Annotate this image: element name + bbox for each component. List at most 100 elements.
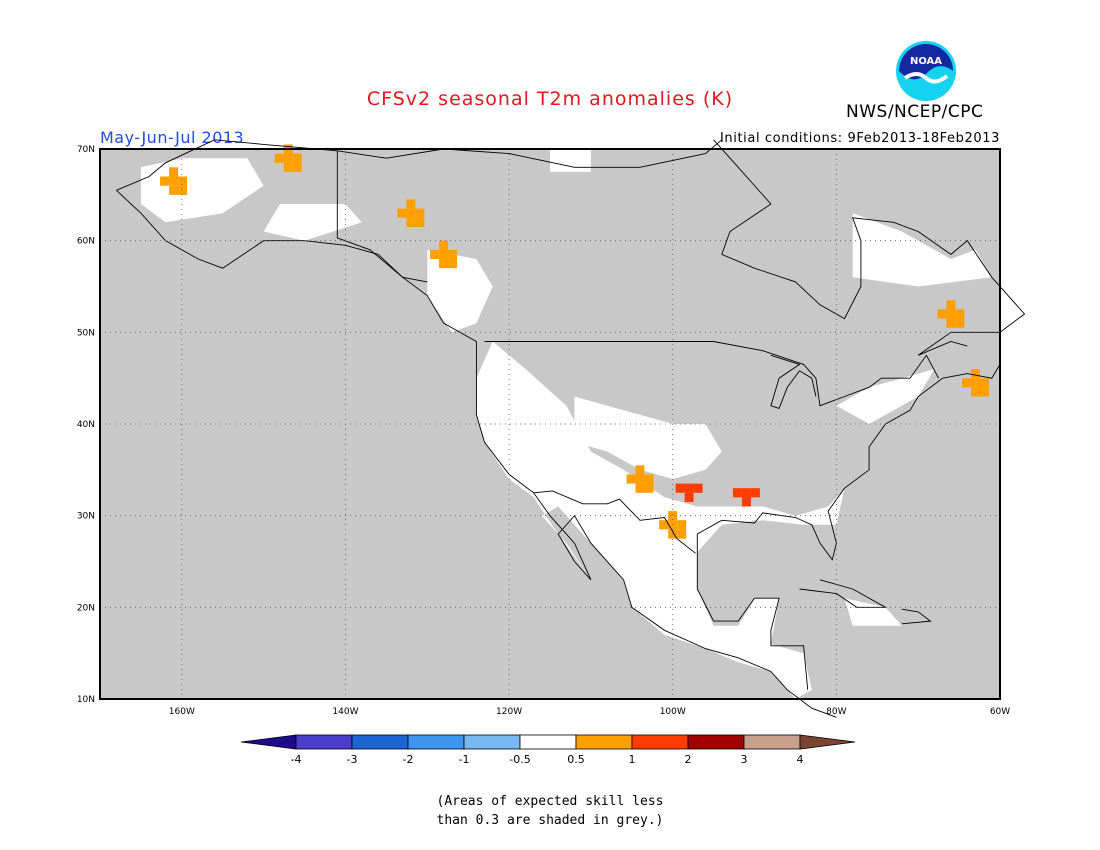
lon-tick-label: 160W xyxy=(169,707,195,717)
lat-tick-label: 70N xyxy=(77,145,95,155)
colorbar-segment xyxy=(295,734,353,750)
no-signal-area xyxy=(844,598,902,626)
lat-tick-label: 10N xyxy=(77,695,95,705)
lon-tick-label: 120W xyxy=(496,707,522,717)
colorbar-segment xyxy=(687,734,745,750)
anomaly-cell xyxy=(448,249,458,259)
lon-tick-labels: 160W 140W 120W 100W 80W 60W xyxy=(169,707,1010,717)
anomaly-cell xyxy=(635,474,645,484)
skill-note-line-2: than 0.3 are shaded in grey.) xyxy=(436,813,664,828)
colorbar-segment xyxy=(743,734,801,750)
anomaly-cell xyxy=(397,208,407,218)
colorbar-label: 2 xyxy=(685,753,692,766)
map-title: CFSv2 seasonal T2m anomalies (K) xyxy=(366,88,734,110)
skill-note-line-1: (Areas of expected skill less xyxy=(436,794,664,809)
anomaly-cell xyxy=(178,176,188,186)
anomaly-cell xyxy=(448,259,458,269)
coastline-segment xyxy=(484,341,939,407)
colorbar-segment xyxy=(407,734,465,750)
anomaly-cell xyxy=(292,162,302,172)
anomaly-cell xyxy=(675,483,685,493)
colorbar-label: -0.5 xyxy=(509,753,530,766)
colorbar-arrow-high xyxy=(799,734,856,750)
anomaly-cell xyxy=(644,483,654,493)
agency-label: NWS/NCEP/CPC xyxy=(846,102,984,122)
anomaly-cell xyxy=(971,387,980,397)
anomaly-cell xyxy=(741,488,751,498)
coastline-segment xyxy=(901,608,932,625)
anomaly-cell xyxy=(169,167,179,177)
colorbar: -4 -3 -2 -1 -0.5 0.5 1 2 3 4 xyxy=(240,734,856,766)
anomaly-cell xyxy=(283,153,293,163)
anomaly-cell xyxy=(439,259,449,269)
anomaly-cell xyxy=(406,208,416,218)
skill-note: (Areas of expected skill less than 0.3 a… xyxy=(0,792,1100,830)
coastline-segment xyxy=(696,552,809,690)
colorbar-label: 0.5 xyxy=(567,753,585,766)
anomaly-cell xyxy=(292,153,302,163)
lat-tick-label: 50N xyxy=(77,328,95,338)
anomaly-cell xyxy=(693,483,703,493)
anomaly-cell xyxy=(732,488,742,498)
anomaly-cell xyxy=(980,387,989,397)
colorbar-arrow-low xyxy=(240,734,297,750)
no-signal-area xyxy=(427,249,493,333)
colorbar-label: -1 xyxy=(459,753,470,766)
colorbar-label: -4 xyxy=(291,753,302,766)
coastline-segment xyxy=(336,150,428,283)
colorbar-label: 1 xyxy=(629,753,636,766)
coastline-segment xyxy=(696,364,1001,561)
lon-tick-label: 60W xyxy=(990,707,1010,717)
colorbar-segment xyxy=(631,734,689,750)
anomaly-cell xyxy=(684,492,694,502)
colorbar-label: -2 xyxy=(403,753,414,766)
coastline-segment xyxy=(713,139,1026,356)
anomaly-cell xyxy=(406,217,416,227)
coastline-segment xyxy=(533,490,696,554)
anomaly-cells xyxy=(160,144,989,539)
anomaly-cell xyxy=(677,529,687,539)
anomaly-cell xyxy=(946,300,956,310)
lat-tick-label: 40N xyxy=(77,420,95,430)
map-frame xyxy=(99,148,1001,700)
anomaly-cell xyxy=(635,465,645,475)
anomaly-cell xyxy=(659,520,669,530)
anomaly-cell xyxy=(955,318,965,328)
coastline-segment xyxy=(799,579,888,608)
anomaly-cell xyxy=(169,176,179,186)
anomaly-cell xyxy=(668,511,678,521)
anomaly-cell xyxy=(955,309,965,319)
lon-tick-label: 80W xyxy=(826,707,846,717)
colorbar-label: 3 xyxy=(741,753,748,766)
anomaly-cell xyxy=(635,483,645,493)
coastline-segment xyxy=(116,189,837,718)
anomaly-cell xyxy=(626,474,636,484)
lat-tick-label: 20N xyxy=(77,603,95,613)
anomaly-cell xyxy=(439,240,449,250)
colorbar-segment xyxy=(519,734,577,750)
anomaly-cell xyxy=(178,185,188,195)
season-label: May-Jun-Jul 2013 xyxy=(100,128,245,147)
lat-tick-label: 60N xyxy=(77,237,95,247)
anomaly-cell xyxy=(169,185,179,195)
no-signal-area xyxy=(852,213,992,287)
colorbar-segment xyxy=(575,734,633,750)
anomaly-cell xyxy=(946,309,956,319)
anomaly-cell xyxy=(644,474,654,484)
anomaly-cell xyxy=(684,483,694,493)
colorbar-label: 4 xyxy=(797,753,804,766)
anomaly-cell xyxy=(430,249,440,259)
anomaly-cell xyxy=(439,249,449,259)
initial-conditions-label: Initial conditions: 9Feb2013-18Feb2013 xyxy=(719,131,1000,146)
anomaly-cell xyxy=(677,520,687,530)
noaa-logo-text: NOAA xyxy=(910,56,942,67)
anomaly-cell xyxy=(160,176,170,186)
anomaly-cell xyxy=(406,199,416,209)
anomaly-cell xyxy=(937,309,947,319)
noaa-logo: NOAA xyxy=(896,41,956,101)
no-signal-area xyxy=(550,149,591,172)
anomaly-cell xyxy=(283,162,293,172)
anomaly-cell xyxy=(415,217,425,227)
anomaly-cell xyxy=(971,369,980,379)
